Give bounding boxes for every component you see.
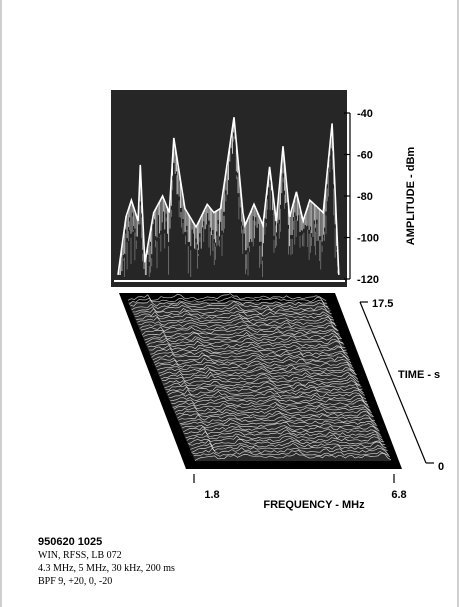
waterfall-trace [171, 396, 369, 406]
waterfall-trace [157, 363, 355, 372]
waterfall-panel [119, 293, 402, 469]
caption: 950620 1025 WIN, RFSS, LB 072 4.3 MHz, 5… [38, 536, 175, 588]
waterfall-trace [186, 432, 384, 441]
waterfall-trace [190, 440, 387, 450]
waterfall-trace [170, 394, 368, 403]
time-tick-label-min: 0 [438, 461, 444, 473]
time-axis-title: TIME - s [398, 369, 440, 381]
waterfall-trace [178, 412, 376, 422]
frequency-axis [193, 474, 395, 483]
waterfall-trace [133, 306, 332, 315]
waterfall-trace [143, 329, 342, 338]
waterfall-trace [140, 324, 339, 332]
waterfall-trace [139, 321, 338, 330]
frequency-tick-label-min: 1.8 [204, 489, 219, 501]
waterfall-trace [177, 410, 374, 419]
waterfall-trace [128, 296, 328, 305]
spectrum-panel [111, 90, 347, 287]
waterfall-trace [156, 360, 354, 369]
amplitude-tick-label: -60 [357, 150, 373, 162]
caption-line-2: 4.3 MHz, 5 MHz, 30 kHz, 200 ms [38, 563, 175, 574]
waterfall-trace [185, 429, 383, 439]
amplitude-axis-title: AMPLITUDE - dBm [405, 147, 417, 246]
waterfall-trace [145, 334, 344, 344]
waterfall-trace [179, 416, 377, 425]
amplitude-tick-label: -40 [357, 108, 373, 120]
waterfall-trace [149, 343, 347, 351]
frequency-tick-label-max: 6.8 [391, 489, 406, 501]
caption-id: 950620 1025 [38, 536, 103, 548]
caption-line-3: BPF 9, +20, 0, -20 [38, 576, 113, 587]
waterfall-trace [144, 332, 343, 341]
waterfall-traces [127, 293, 392, 461]
waterfall-trace [132, 304, 331, 313]
waterfall-trace [158, 366, 356, 375]
waterfall-trace [164, 380, 362, 389]
waterfall-trace [130, 299, 329, 308]
waterfall-trace [173, 401, 371, 411]
waterfall-trace [165, 382, 363, 391]
waterfall-trace [187, 435, 385, 445]
waterfall-trace [193, 450, 391, 458]
waterfall-trace [166, 385, 364, 394]
waterfall-trace [191, 443, 388, 453]
waterfall-trace [194, 452, 392, 461]
waterfall-trace [138, 317, 337, 327]
spectrum-series-line [117, 117, 340, 276]
waterfall-trace [127, 293, 327, 302]
waterfall-trace [184, 427, 381, 436]
waterfall-trace [180, 418, 378, 427]
amplitude-tick-label: -80 [357, 191, 373, 203]
amplitude-axis: -40 -60 -80 -100 -120 [344, 108, 379, 286]
waterfall-trace [189, 437, 386, 447]
waterfall-trace [162, 373, 360, 383]
waterfall-trace [174, 404, 372, 414]
waterfall-trace [160, 371, 359, 380]
waterfall-trace [141, 326, 340, 336]
waterfall-trace [159, 368, 357, 377]
waterfall-trace [192, 447, 389, 456]
waterfall-trace [131, 300, 330, 311]
amplitude-tick-label: -100 [357, 233, 379, 245]
waterfall-trace [135, 310, 333, 319]
time-axis [359, 301, 434, 464]
spectrum-traces [117, 117, 341, 277]
waterfall-trace [147, 340, 346, 348]
waterfall-trace [154, 357, 353, 366]
waterfall-trace [152, 352, 351, 361]
waterfall-trace [183, 425, 380, 433]
waterfall-trace [136, 313, 335, 321]
waterfall-trace [146, 337, 345, 346]
caption-line-1: WIN, RFSS, LB 072 [38, 550, 122, 561]
waterfall-trace [172, 398, 370, 408]
waterfall-trace [153, 355, 352, 364]
waterfall-trace [163, 377, 361, 385]
waterfall-trace [137, 315, 336, 324]
frequency-axis-title: FREQUENCY - MHz [263, 499, 365, 511]
waterfall-trace [181, 422, 379, 430]
time-axis-line [359, 301, 427, 464]
amplitude-tick-label: -120 [357, 274, 379, 286]
time-tick-label-max: 17.5 [372, 298, 393, 310]
waterfall-trace [176, 407, 373, 416]
waterfall-trace [167, 388, 366, 396]
waterfall-trace [151, 350, 350, 358]
waterfall-trace [150, 346, 348, 355]
waterfall-trace [169, 390, 367, 400]
